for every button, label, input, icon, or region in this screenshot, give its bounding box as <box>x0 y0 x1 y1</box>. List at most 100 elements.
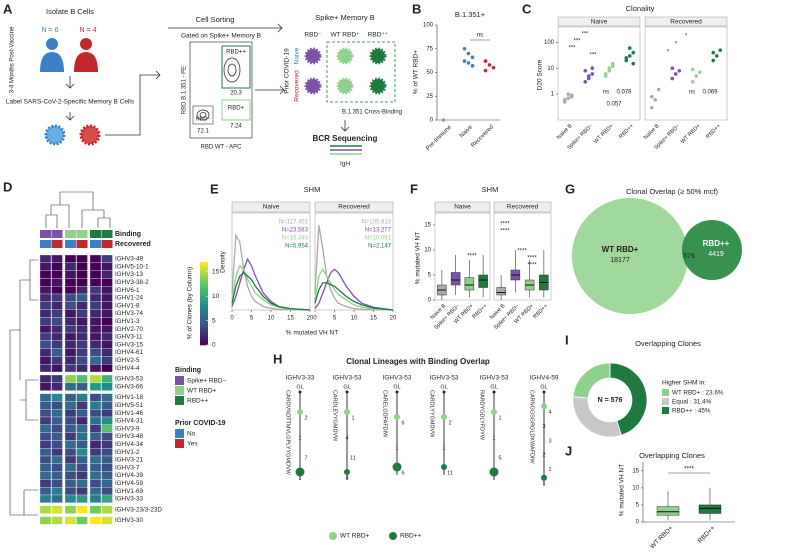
heat-cell <box>39 479 52 488</box>
heat-cell <box>101 270 113 279</box>
label: RBD++ <box>226 50 246 56</box>
point <box>627 46 632 50</box>
label: **** <box>467 254 477 260</box>
gene-label: IGHV3-48 <box>115 433 143 440</box>
node <box>345 390 349 394</box>
heat-cell <box>39 448 52 457</box>
heat-cell <box>51 505 63 514</box>
colorbar <box>200 301 208 304</box>
colorbar <box>200 266 208 269</box>
heat-cell <box>76 270 88 279</box>
label: Prior COVID-19 <box>284 48 291 94</box>
point <box>653 98 658 102</box>
node-label: 11 <box>447 470 453 476</box>
heat-cell <box>64 416 77 425</box>
node-label: 7 <box>304 455 307 461</box>
y-tick-label: 0 <box>636 520 640 526</box>
heat-cell <box>101 440 113 449</box>
label: N=10,091 <box>365 236 392 242</box>
label: Yes <box>187 441 198 448</box>
heat-cell <box>39 270 52 279</box>
density-line <box>314 267 394 311</box>
heat-cell <box>76 278 88 287</box>
label: * <box>675 42 678 48</box>
donut-slice <box>609 362 648 436</box>
panel-letter: F <box>410 181 418 196</box>
heat-cell <box>101 479 113 488</box>
label: N=13,277 <box>365 228 392 234</box>
label: RBD+ <box>228 106 245 112</box>
facet-strip <box>557 16 641 27</box>
gene-label: IGHV1-18 <box>115 394 143 401</box>
label: RBD++ <box>703 239 730 248</box>
heat-cell <box>101 463 113 472</box>
heat-cell <box>89 262 102 271</box>
legend-key <box>662 398 669 405</box>
colorbar <box>200 280 208 284</box>
heat-cell <box>76 309 88 318</box>
gene-label: IGHV4-31 <box>115 418 143 425</box>
label: RBD++ <box>400 533 422 540</box>
heat-cell <box>39 254 52 263</box>
heat-cell <box>64 309 77 318</box>
colorbar <box>200 324 208 327</box>
heat-cell <box>76 479 88 488</box>
point <box>610 64 615 68</box>
label: Overlapping Clones <box>639 451 705 460</box>
x-tick-label: 5 <box>333 316 337 322</box>
node <box>541 403 547 410</box>
label: N=15,340 <box>282 236 309 242</box>
colorbar <box>200 291 208 294</box>
panel-letter: C <box>522 1 532 16</box>
venn-left <box>572 198 688 314</box>
label: Binding <box>175 367 201 374</box>
node-label: 1 <box>498 415 501 421</box>
x-tick-label: Pre-Immune <box>425 124 453 152</box>
point <box>566 92 571 96</box>
node <box>541 474 547 481</box>
point <box>562 98 567 102</box>
label: RARDYGDLYFDYW <box>479 390 485 441</box>
colorbar <box>200 274 208 277</box>
y-tick-label: 15 <box>632 468 639 474</box>
gene-label: IGHV1-2 <box>115 449 140 456</box>
heat-cell <box>89 455 102 464</box>
heat-cell <box>76 356 88 365</box>
label: Spike+ Memory B <box>315 13 374 22</box>
heat-cell <box>39 471 52 480</box>
legend-key <box>329 532 337 540</box>
heat-cell <box>39 293 52 302</box>
colorbar <box>200 315 208 319</box>
heat-cell <box>51 340 63 349</box>
heat-cell <box>89 401 102 410</box>
node <box>442 390 446 394</box>
colorbar <box>200 297 208 300</box>
heat-cell <box>101 448 113 457</box>
heat-cell <box>64 356 77 365</box>
y-tick-label: 10 <box>547 66 554 72</box>
heat-cell <box>39 516 52 525</box>
heat-cell <box>89 317 102 326</box>
heat-cell <box>101 416 113 425</box>
gene-label: IGHV4-59 <box>115 480 143 487</box>
gene-label: IGHV3-9 <box>115 425 140 432</box>
heat-cell <box>101 356 113 365</box>
x-tick-label: 15 <box>287 316 294 322</box>
point <box>610 61 615 66</box>
heat-cell <box>101 382 113 391</box>
heat-cell <box>51 348 63 357</box>
box <box>464 277 475 291</box>
x-tick-label: Naive B <box>643 123 661 141</box>
panel-letter: I <box>565 332 569 347</box>
heat-cell <box>101 332 113 341</box>
y-tick-label: 1 <box>551 92 555 98</box>
heat-cell <box>89 254 102 263</box>
heat-cell <box>51 317 63 326</box>
heat-cell <box>64 262 77 271</box>
label: % of WT RBD+ <box>413 50 420 94</box>
label: Recovered <box>338 204 370 211</box>
heat-cell <box>51 374 63 383</box>
heat-cell <box>64 463 77 472</box>
heat-cell <box>101 301 113 310</box>
label: Naive <box>263 204 280 211</box>
